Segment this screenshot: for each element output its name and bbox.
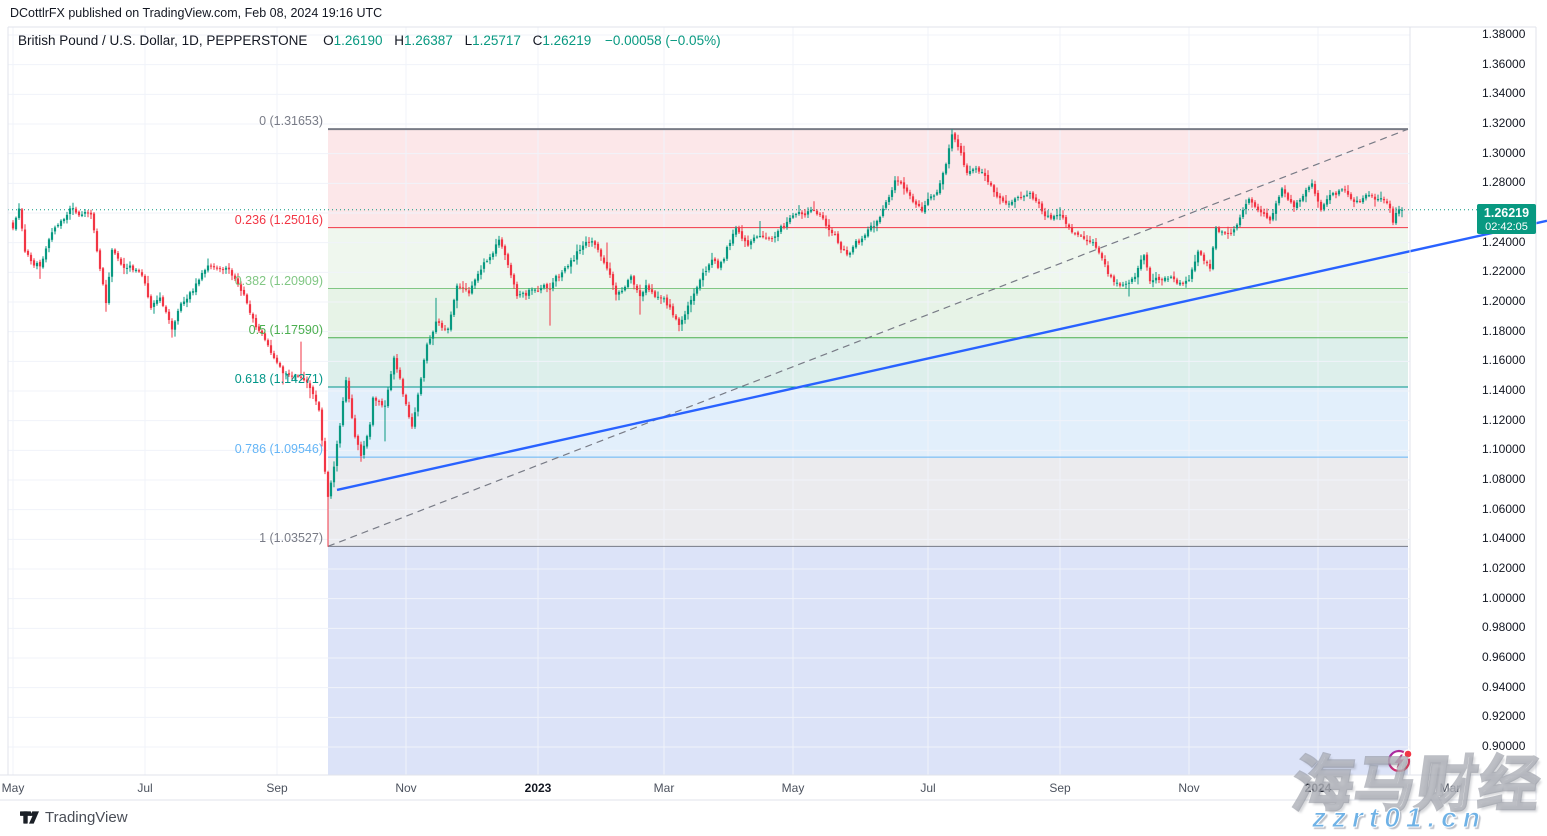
notification-dot [1403, 749, 1413, 759]
symbol-legend[interactable]: British Pound / U.S. Dollar, 1D, PEPPERS… [18, 33, 721, 48]
close-label: C [532, 33, 543, 48]
price-axis-label: 0.92000 [1482, 709, 1526, 724]
time-axis-label: 2023 [524, 781, 552, 795]
price-axis-label: 1.00000 [1482, 590, 1526, 605]
last-price-value: 1.26219 [1483, 206, 1530, 220]
time-axis-label: Nov [395, 781, 417, 795]
price-axis-label: 1.02000 [1482, 561, 1526, 575]
low-value: 1.25717 [472, 33, 521, 48]
ohlc-high: H1.26387 [394, 33, 453, 48]
price-axis-label: 1.32000 [1482, 116, 1526, 130]
time-axis-label: May [1, 781, 25, 795]
fib-level-label: 0 (1.31653) [259, 114, 323, 129]
price-axis-label: 1.10000 [1482, 442, 1526, 457]
price-axis-label: 0.96000 [1482, 650, 1526, 664]
price-axis-label: 1.22000 [1482, 264, 1526, 279]
price-axis-label: 1.30000 [1482, 145, 1526, 160]
time-axis-label: Jul [137, 781, 153, 795]
price-axis-label: 1.36000 [1482, 56, 1526, 71]
ohlc-low: L1.25717 [465, 33, 521, 48]
symbol-title[interactable]: British Pound / U.S. Dollar, 1D, PEPPERS… [18, 33, 308, 48]
tradingview-logo-icon [20, 811, 39, 824]
time-axis-label: Jul [920, 781, 936, 795]
high-value: 1.26387 [403, 33, 453, 48]
open-value: 1.26190 [333, 33, 383, 48]
fib-level-label: 0.786 (1.09546) [234, 442, 323, 457]
last-price-badge: 1.26219 02:42:05 [1477, 204, 1536, 234]
time-axis-label: May [781, 781, 805, 795]
open-label: O [323, 33, 334, 48]
ohlc-open: O1.26190 [323, 33, 382, 48]
boost-button[interactable] [1381, 742, 1421, 782]
price-axis-label: 1.34000 [1482, 86, 1526, 101]
fib-level-label: 0.236 (1.25016) [234, 212, 323, 227]
time-axis-label: 2024 [1304, 781, 1332, 795]
high-label: H [394, 33, 404, 48]
price-axis-label: 0.94000 [1482, 679, 1526, 694]
price-axis-label: 0.90000 [1482, 739, 1526, 753]
price-axis-label: 1.16000 [1482, 353, 1526, 368]
price-axis-label: 1.04000 [1482, 531, 1526, 546]
byline: DCottlrFX published on TradingView.com, … [10, 6, 383, 20]
price-axis-label: 0.98000 [1482, 620, 1526, 635]
lightning-icon [1387, 749, 1413, 773]
price-axis-label: 1.08000 [1482, 472, 1526, 486]
tradingview-logo[interactable]: TradingView [20, 808, 128, 827]
price-axis-label: 1.12000 [1482, 412, 1526, 427]
ohlc-close: C1.26219 [533, 33, 592, 48]
price-axis-label: 1.20000 [1482, 294, 1526, 308]
price-axis-label: 1.06000 [1482, 501, 1526, 516]
price-axis-label: 1.18000 [1482, 323, 1526, 338]
price-axis-label: 1.14000 [1482, 383, 1526, 397]
fib-level-label: 1 (1.03527) [259, 531, 323, 546]
fib-level-label: 0.382 (1.20909) [234, 273, 323, 288]
low-label: L [464, 33, 473, 48]
time-axis-label: Mar [1439, 781, 1461, 795]
time-axis-label: Sep [1049, 781, 1071, 795]
price-axis-label: 1.38000 [1482, 27, 1526, 41]
time-axis-label: Mar [653, 781, 675, 795]
time-axis-label: Nov [1178, 781, 1200, 795]
close-value: 1.26219 [542, 33, 592, 48]
fib-level-label: 0.618 (1.14271) [234, 371, 323, 386]
tradingview-logo-text: TradingView [45, 809, 128, 826]
price-axis-label: 1.28000 [1482, 175, 1526, 190]
change-value: −0.00058 (−0.05%) [604, 33, 721, 48]
time-axis-label: Sep [266, 781, 288, 795]
price-axis-label: 1.24000 [1482, 234, 1526, 249]
fib-level-label: 0.5 (1.17590) [248, 322, 323, 337]
bar-countdown: 02:42:05 [1485, 220, 1528, 233]
